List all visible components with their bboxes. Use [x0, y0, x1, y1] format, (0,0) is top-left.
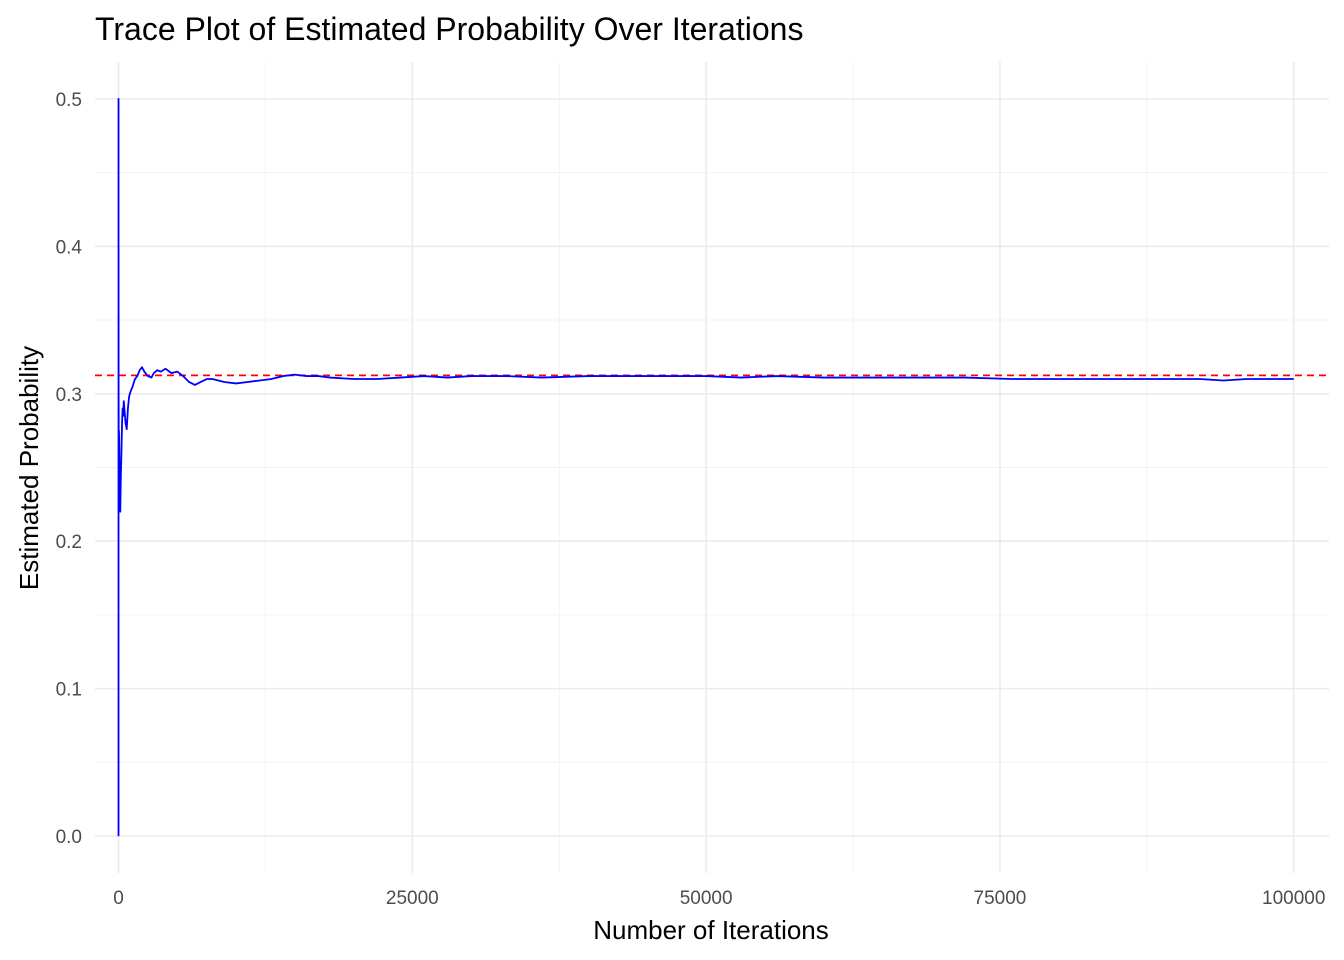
y-tick-label: 0.2 [56, 532, 82, 553]
y-axis-title: Estimated Probability [14, 346, 44, 590]
y-tick-label: 0.1 [56, 680, 82, 701]
grid-lines [95, 62, 1329, 873]
x-axis-ticks: 0 25000 50000 75000 100000 [113, 888, 1325, 909]
series-group [117, 97, 1294, 837]
x-tick-label: 100000 [1262, 888, 1325, 909]
x-tick-label: 75000 [974, 888, 1027, 909]
x-axis-title: Number of Iterations [593, 915, 829, 945]
y-tick-label: 0.5 [56, 90, 82, 111]
y-tick-label: 0.0 [56, 827, 82, 848]
x-tick-label: 0 [113, 888, 124, 909]
chart-title: Trace Plot of Estimated Probability Over… [95, 11, 803, 47]
y-tick-label: 0.4 [56, 237, 83, 258]
x-tick-label: 50000 [680, 888, 733, 909]
y-axis-ticks: 0.0 0.1 0.2 0.3 0.4 0.5 [56, 90, 83, 848]
series-line-0 [117, 97, 1294, 837]
y-tick-label: 0.3 [56, 385, 82, 406]
x-tick-label: 25000 [386, 888, 439, 909]
